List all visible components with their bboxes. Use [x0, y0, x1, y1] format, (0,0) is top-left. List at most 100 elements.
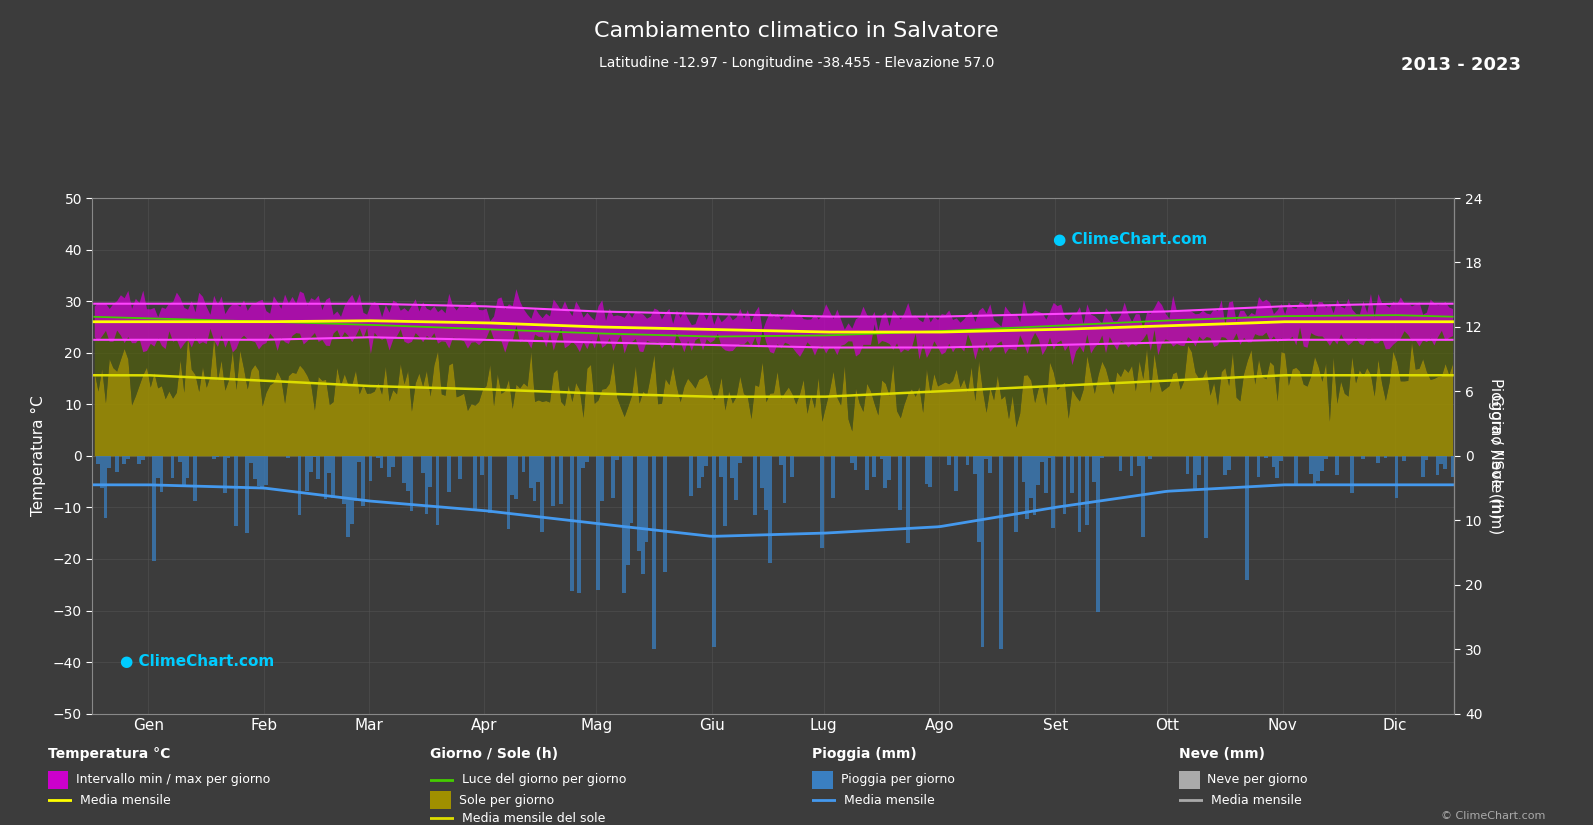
Bar — [570, 455, 573, 592]
Bar — [182, 455, 186, 485]
Bar — [436, 455, 440, 526]
Bar — [578, 455, 581, 593]
Bar — [401, 455, 406, 483]
Bar — [96, 455, 100, 464]
Bar — [406, 455, 409, 491]
Bar — [790, 455, 793, 477]
Bar — [988, 455, 992, 473]
Bar — [1093, 455, 1096, 482]
Bar — [981, 455, 984, 647]
Bar — [107, 455, 112, 468]
Bar — [156, 455, 159, 478]
Bar — [884, 455, 887, 488]
Text: Sole per giorno: Sole per giorno — [459, 794, 554, 807]
Bar — [663, 455, 667, 572]
Text: Media mensile: Media mensile — [80, 794, 170, 807]
Bar — [140, 455, 145, 460]
Bar — [159, 455, 164, 492]
Bar — [1246, 455, 1249, 580]
Bar — [1137, 455, 1141, 466]
Bar — [540, 455, 543, 532]
Bar — [782, 455, 787, 503]
Bar — [1048, 455, 1051, 458]
Bar — [1294, 455, 1298, 486]
Bar — [137, 455, 140, 464]
Bar — [1435, 455, 1440, 475]
Bar — [1032, 455, 1037, 515]
Bar — [1451, 455, 1454, 478]
Bar — [1085, 455, 1088, 526]
Bar — [459, 455, 462, 478]
Bar — [1424, 455, 1429, 460]
Bar — [1421, 455, 1424, 477]
Bar — [1440, 455, 1443, 464]
Bar — [1349, 455, 1354, 493]
Bar — [1360, 455, 1365, 460]
Bar — [481, 455, 484, 475]
Bar — [768, 455, 771, 563]
Bar — [473, 455, 476, 512]
Bar — [287, 455, 290, 458]
Bar — [1040, 455, 1043, 462]
Bar — [100, 455, 104, 488]
Bar — [1309, 455, 1313, 474]
Bar — [898, 455, 902, 510]
Bar — [245, 455, 249, 533]
Bar — [521, 455, 526, 472]
Text: © ClimeChart.com: © ClimeChart.com — [1440, 811, 1545, 821]
Bar — [1271, 455, 1276, 467]
Bar — [1037, 455, 1040, 484]
Bar — [760, 455, 765, 488]
Bar — [487, 455, 492, 513]
Bar — [354, 455, 357, 501]
Bar — [357, 455, 362, 462]
Bar — [1402, 455, 1407, 461]
Bar — [1118, 455, 1123, 470]
Bar — [253, 455, 256, 479]
Bar — [779, 455, 782, 465]
Bar — [1026, 455, 1029, 519]
Bar — [929, 455, 932, 488]
Bar — [234, 455, 237, 526]
Bar — [585, 455, 589, 462]
Bar — [906, 455, 910, 544]
Bar — [887, 455, 890, 480]
Bar — [193, 455, 198, 502]
Bar — [1443, 455, 1446, 469]
Bar — [924, 455, 929, 484]
Bar — [551, 455, 554, 506]
Bar — [170, 455, 175, 478]
Bar — [637, 455, 640, 551]
Bar — [532, 455, 537, 501]
Bar — [390, 455, 395, 467]
Bar — [612, 455, 615, 498]
Bar — [331, 455, 335, 498]
Bar — [652, 455, 656, 649]
Bar — [507, 455, 510, 529]
Bar — [1204, 455, 1207, 539]
Text: Neve (mm): Neve (mm) — [1179, 747, 1265, 761]
Bar — [429, 455, 432, 487]
Bar — [309, 455, 312, 472]
Bar — [256, 455, 260, 487]
Bar — [1196, 455, 1201, 475]
Bar — [640, 455, 645, 573]
Bar — [1141, 455, 1145, 536]
Bar — [873, 455, 876, 477]
Bar — [306, 455, 309, 491]
Bar — [178, 455, 182, 462]
Bar — [312, 455, 317, 457]
Bar — [1227, 455, 1230, 469]
Bar — [151, 455, 156, 561]
Text: Temperatura °C: Temperatura °C — [48, 747, 170, 761]
Bar — [623, 455, 626, 593]
Bar — [1185, 455, 1190, 474]
Y-axis label: Pioggia / Neve (mm): Pioggia / Neve (mm) — [1488, 378, 1504, 534]
Text: Media mensile: Media mensile — [844, 794, 935, 807]
Bar — [820, 455, 824, 548]
Bar — [424, 455, 429, 513]
Bar — [350, 455, 354, 525]
Bar — [704, 455, 709, 465]
Bar — [123, 455, 126, 464]
Bar — [323, 455, 328, 498]
